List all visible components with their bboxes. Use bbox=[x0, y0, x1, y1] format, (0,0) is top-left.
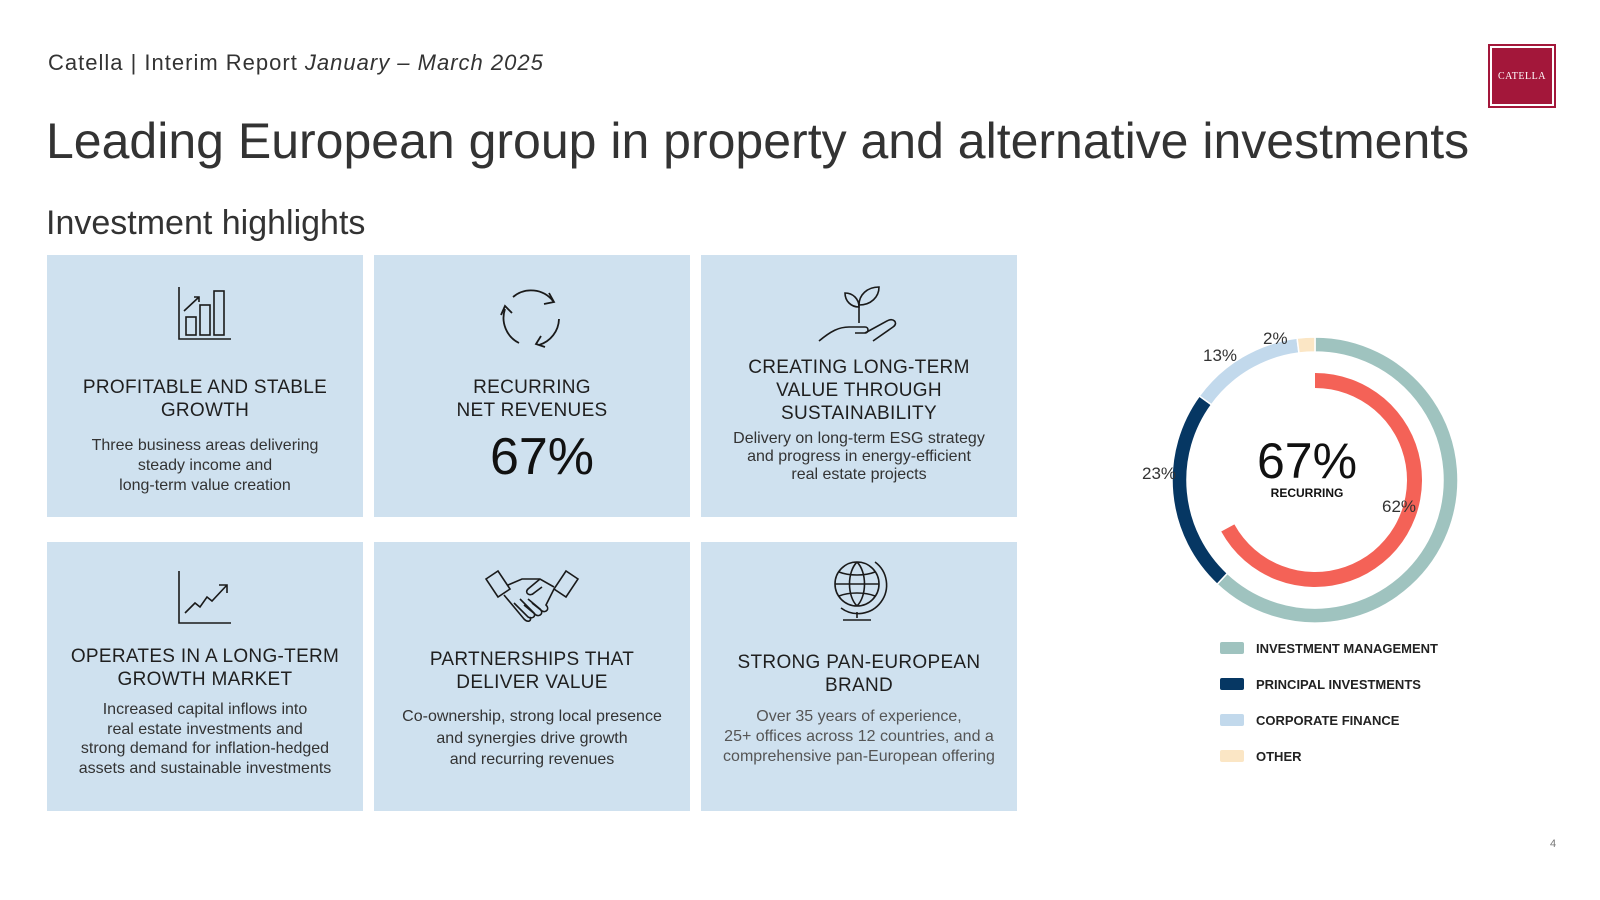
card-description: Over 35 years of experience, 25+ offices… bbox=[711, 707, 1007, 767]
card-description: Increased capital inflows into real esta… bbox=[57, 700, 353, 778]
recurring-value: 67% bbox=[489, 428, 595, 486]
report-period: January – March 2025 bbox=[304, 50, 544, 75]
globe-icon bbox=[834, 561, 888, 621]
card-text-line: Delivery on long-term ESG strategy bbox=[733, 430, 985, 447]
page-title: Leading European group in property and a… bbox=[46, 113, 1470, 169]
outer-slice-other bbox=[1296, 336, 1316, 354]
legend-swatch bbox=[1220, 678, 1244, 690]
card-text-line: Three business areas delivering bbox=[91, 437, 319, 454]
legend-label: INVESTMENT MANAGEMENT bbox=[1256, 640, 1438, 656]
card-text-line: and recurring revenues bbox=[449, 751, 615, 768]
highlight-card-growth: PROFITABLE AND STABLE GROWTH Three busin… bbox=[47, 255, 363, 517]
card-description: Co-ownership, strong local presence and … bbox=[384, 706, 680, 771]
card-title: STRONG PAN-EUROPEAN BRAND bbox=[711, 651, 1007, 697]
legend-swatch bbox=[1220, 642, 1244, 654]
card-title-line: BRAND bbox=[824, 675, 893, 696]
card-title-line: STRONG PAN-EUROPEAN bbox=[737, 652, 981, 673]
card-text-line: Co-ownership, strong local presence bbox=[402, 708, 662, 725]
card-title-line: VALUE THROUGH bbox=[776, 380, 942, 401]
card-title-line: RECURRING bbox=[473, 377, 591, 398]
slice-label-investment-management: 62% bbox=[1382, 497, 1417, 516]
card-title: PROFITABLE AND STABLE GROWTH bbox=[57, 376, 353, 422]
card-text-line: and synergies drive growth bbox=[436, 729, 628, 747]
card-title-line: CREATING LONG-TERM bbox=[748, 357, 970, 378]
card-text-line: assets and sustainable investments bbox=[78, 759, 332, 777]
legend-swatch bbox=[1220, 750, 1244, 762]
card-text-line: real estate projects bbox=[791, 466, 927, 483]
card-title-line: PARTNERSHIPS THAT bbox=[429, 649, 635, 670]
slice-label-corporate-finance: 13% bbox=[1203, 346, 1238, 365]
card-title-line: DELIVER VALUE bbox=[456, 672, 608, 693]
card-title: OPERATES IN A LONG-TERM GROWTH MARKET bbox=[57, 645, 353, 691]
card-title: PARTNERSHIPS THAT DELIVER VALUE bbox=[384, 648, 680, 694]
highlight-card-partnerships: PARTNERSHIPS THAT DELIVER VALUE Co-owner… bbox=[374, 542, 690, 811]
legend-item-corporate-finance: CORPORATE FINANCE bbox=[1220, 702, 1438, 738]
handshake-icon bbox=[484, 569, 580, 622]
card-text-line: Over 35 years of experience, bbox=[756, 708, 962, 725]
card-description: Three business areas delivering steady i… bbox=[57, 436, 353, 496]
report-company: Catella | Interim Report bbox=[48, 50, 305, 75]
card-title-line: GROWTH bbox=[160, 400, 250, 421]
legend-label: OTHER bbox=[1256, 748, 1302, 764]
card-text-line: real estate investments and bbox=[107, 720, 303, 738]
card-title-line: PROFITABLE AND STABLE bbox=[82, 377, 328, 398]
catella-logo: CATELLA bbox=[1488, 44, 1556, 108]
highlight-card-brand: STRONG PAN-EUROPEAN BRAND Over 35 years … bbox=[701, 542, 1017, 811]
highlight-card-sustainability: CREATING LONG-TERM VALUE THROUGH SUSTAIN… bbox=[701, 255, 1017, 517]
logo-text: CATELLA bbox=[1498, 70, 1546, 82]
legend-item-investment-management: INVESTMENT MANAGEMENT bbox=[1220, 630, 1438, 666]
highlight-card-market: OPERATES IN A LONG-TERM GROWTH MARKET In… bbox=[47, 542, 363, 811]
card-title-line: OPERATES IN A LONG-TERM bbox=[70, 646, 340, 667]
card-text-line: strong demand for inflation-hedged bbox=[80, 740, 330, 757]
card-text-line: 25+ offices across 12 countries, and a bbox=[724, 728, 994, 745]
card-description: Delivery on long-term ESG strategy and p… bbox=[711, 430, 1007, 484]
card-text-line: and progress in energy-efficient bbox=[747, 448, 971, 465]
revenue-donut-chart bbox=[1171, 336, 1459, 624]
slice-label-principal-investments: 23% bbox=[1142, 464, 1177, 483]
section-title: Investment highlights bbox=[46, 204, 366, 242]
card-text-line: long-term value creation bbox=[119, 477, 291, 494]
center-label: RECURRING bbox=[1270, 486, 1344, 500]
bar-chart-growth-icon bbox=[178, 287, 231, 340]
card-title-line: GROWTH MARKET bbox=[117, 669, 293, 690]
page-number: 4 bbox=[1550, 838, 1557, 850]
outer-slice-principal-investments bbox=[1171, 394, 1229, 586]
plant-hand-icon bbox=[818, 286, 897, 342]
chart-legend: INVESTMENT MANAGEMENT PRINCIPAL INVESTME… bbox=[1220, 630, 1438, 774]
card-title-line: NET REVENUES bbox=[456, 400, 608, 421]
center-value: 67% bbox=[1256, 433, 1358, 489]
line-chart-growth-icon bbox=[178, 571, 231, 624]
card-text-line: comprehensive pan-European offering bbox=[723, 748, 995, 765]
card-title: CREATING LONG-TERM VALUE THROUGH SUSTAIN… bbox=[711, 356, 1007, 425]
card-title: RECURRING NET REVENUES bbox=[384, 376, 680, 422]
card-text-line: Increased capital inflows into bbox=[102, 701, 308, 718]
card-title-line: SUSTAINABILITY bbox=[781, 403, 937, 424]
legend-label: PRINCIPAL INVESTMENTS bbox=[1256, 676, 1421, 692]
legend-item-other: OTHER bbox=[1220, 738, 1438, 774]
report-header: Catella | Interim Report January – March… bbox=[48, 50, 544, 76]
card-text-line: steady income and bbox=[137, 457, 273, 474]
legend-label: CORPORATE FINANCE bbox=[1256, 712, 1400, 728]
recurring-arrows-icon bbox=[500, 289, 560, 348]
legend-swatch bbox=[1220, 714, 1244, 726]
slice-label-other: 2% bbox=[1263, 329, 1288, 348]
legend-item-principal-investments: PRINCIPAL INVESTMENTS bbox=[1220, 666, 1438, 702]
highlight-card-recurring: RECURRING NET REVENUES 67% bbox=[374, 255, 690, 517]
